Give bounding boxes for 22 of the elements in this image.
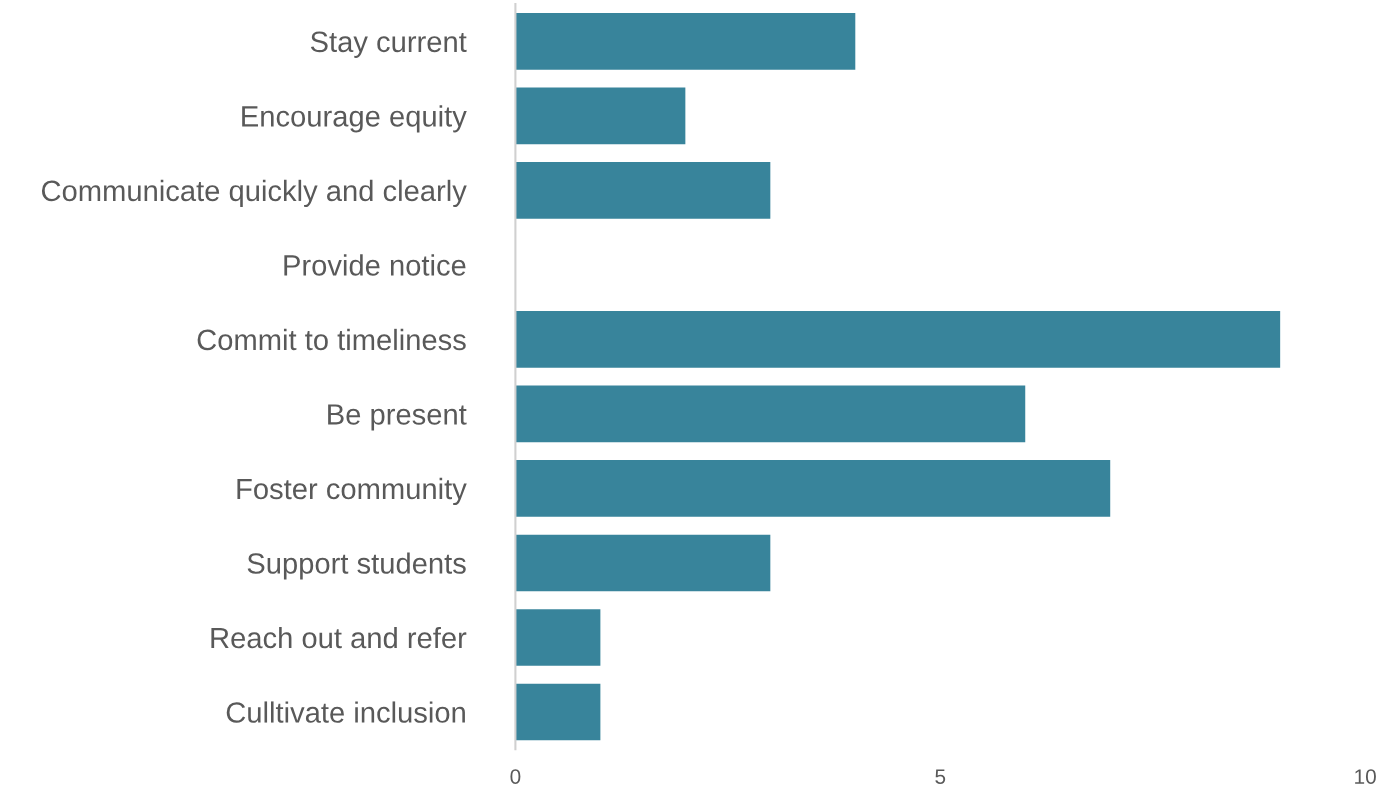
y-tick-label: Commit to timeliness xyxy=(197,328,466,351)
y-tick-label: Support students xyxy=(247,552,466,580)
bar xyxy=(515,460,1111,517)
y-tick-label: Stay current xyxy=(310,31,467,58)
bar xyxy=(515,683,601,741)
bar xyxy=(515,311,1281,368)
bar xyxy=(515,609,601,666)
y-tick-label: Be present xyxy=(328,404,467,431)
x-tick-label: 0 xyxy=(510,769,521,784)
x-tick-label: 10 xyxy=(1355,769,1376,784)
bar xyxy=(515,162,771,219)
y-tick-label: Communicate quickly and clearly xyxy=(41,179,467,207)
bar xyxy=(515,12,856,70)
y-tick-label: Culltivate inclusion xyxy=(226,701,465,723)
y-tick-label: Foster community xyxy=(237,477,467,506)
bar xyxy=(515,385,1026,443)
y-tick-label: Reach out and refer xyxy=(211,626,467,649)
y-tick-label: Encourage equity xyxy=(242,105,467,133)
y-tick-label: Provide notice xyxy=(284,254,466,276)
x-tick-label: 5 xyxy=(935,769,946,784)
bar xyxy=(515,534,771,592)
bar xyxy=(515,87,686,145)
